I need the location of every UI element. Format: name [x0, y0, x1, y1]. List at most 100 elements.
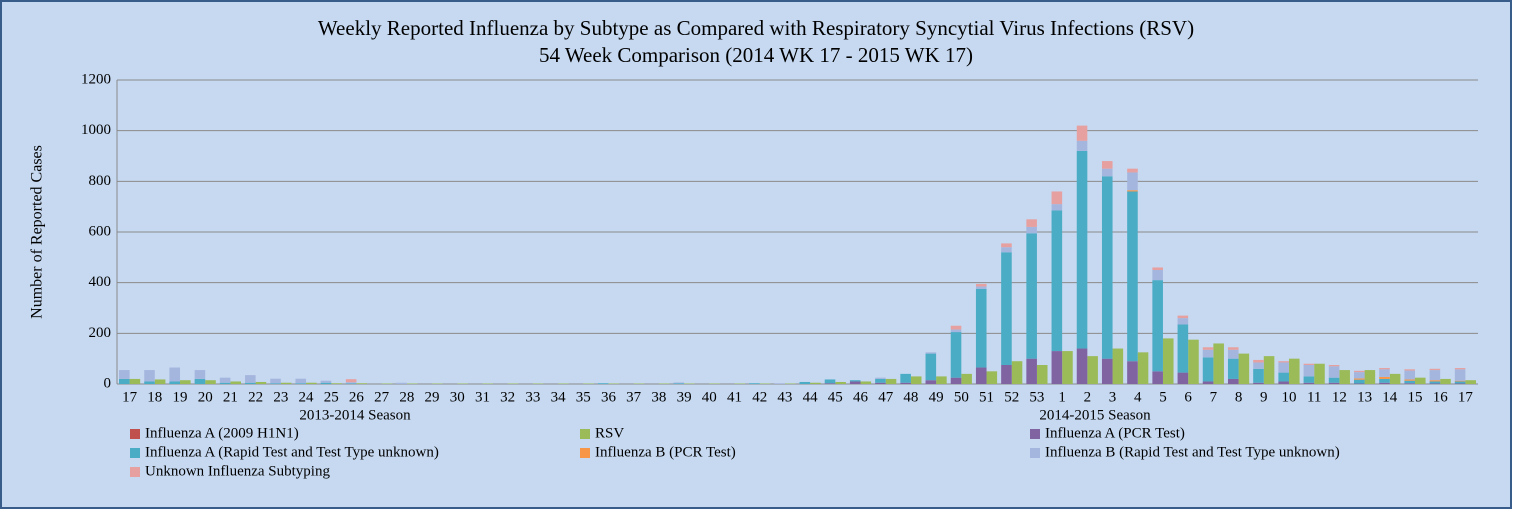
bar-segment [1127, 190, 1138, 192]
bar [1137, 352, 1149, 384]
bar-segment [1404, 370, 1415, 380]
bar-segment [1278, 381, 1289, 384]
season-label: 2014-2015 Season [1039, 407, 1151, 423]
bar [532, 383, 544, 384]
bar-segment [875, 377, 886, 379]
chart-subtitle: 54 Week Comparison (2014 WK 17 - 2015 WK… [539, 43, 973, 67]
bar-segment [1127, 168, 1138, 173]
bar-segment [1227, 378, 1239, 384]
bar-segment [1001, 243, 1012, 248]
bar-segment [345, 383, 357, 384]
bar-segment [1404, 380, 1415, 384]
x-tick-label: 28 [399, 389, 414, 405]
bar-segment [1152, 280, 1163, 372]
bar [406, 383, 418, 384]
x-tick-label: 38 [651, 389, 666, 405]
bar-segment [925, 380, 937, 384]
bar-segment [849, 381, 861, 384]
x-tick-label: 53 [1029, 389, 1044, 405]
bar [936, 376, 947, 384]
y-tick-label: 600 [89, 223, 112, 239]
bar-segment [950, 377, 962, 384]
bar-segment [194, 370, 206, 379]
bar-segment [1001, 365, 1012, 384]
y-tick-label: 200 [89, 325, 112, 341]
bar-segment [1353, 372, 1365, 379]
bar-segment [1404, 369, 1415, 371]
bar-segment [1051, 191, 1063, 205]
x-tick-label: 31 [475, 389, 490, 405]
x-tick-label: 4 [1134, 389, 1142, 405]
bar-segment [1278, 372, 1289, 382]
x-tick-label: 17 [122, 389, 138, 405]
bar-segment [1303, 376, 1315, 383]
x-tick-label: 51 [979, 389, 994, 405]
bar [784, 383, 796, 384]
x-tick-label: 27 [374, 389, 390, 405]
x-tick-label: 5 [1159, 389, 1167, 405]
bar-segment [345, 382, 357, 384]
bar-segment [1026, 219, 1037, 227]
bar-segment [1454, 383, 1466, 384]
x-tick-label: 23 [273, 389, 288, 405]
y-tick-label: 800 [89, 173, 112, 189]
bar-segment [1454, 368, 1466, 370]
x-tick-label: 8 [1235, 389, 1243, 405]
bar-segment [1051, 204, 1063, 211]
bar-segment [1001, 252, 1012, 365]
bar-segment [219, 382, 231, 384]
bar-segment [1177, 318, 1189, 325]
bar-segment [1101, 161, 1113, 169]
bar [658, 383, 670, 384]
bar [1389, 373, 1401, 384]
x-tick-label: 17 [1458, 389, 1474, 405]
bar-segment [1429, 383, 1441, 384]
bar-segment [169, 367, 181, 382]
bar-segment [824, 379, 836, 384]
x-tick-label: 12 [1332, 389, 1347, 405]
bar-segment [1227, 347, 1239, 350]
bar [1213, 343, 1224, 384]
bar-segment [1379, 369, 1390, 377]
x-tick-label: 45 [828, 389, 843, 405]
bar-segment [1303, 363, 1315, 365]
legend-swatch [130, 448, 140, 458]
bar-segment [169, 381, 181, 384]
bar-segment [1076, 140, 1088, 151]
x-tick-label: 1 [1058, 389, 1066, 405]
bar [885, 378, 897, 384]
bar [331, 383, 342, 384]
bar [154, 379, 166, 384]
bar [230, 381, 242, 384]
x-tick-label: 9 [1260, 389, 1268, 405]
bar-segment [396, 382, 407, 384]
bar-segment [1227, 358, 1239, 379]
x-tick-label: 6 [1184, 389, 1192, 405]
x-tick-label: 47 [878, 389, 894, 405]
bar-segment [1001, 247, 1012, 253]
bar-segment [824, 383, 836, 384]
x-tick-label: 37 [626, 389, 642, 405]
bar-segment [1177, 372, 1189, 384]
bar-segment [673, 383, 685, 384]
bar-segment [1076, 150, 1088, 349]
bar-segment [1026, 226, 1037, 234]
bar-segment [950, 332, 962, 378]
bar-segment [1303, 382, 1315, 384]
bar [583, 383, 594, 384]
bar-segment [144, 381, 155, 384]
bar-segment [1101, 168, 1113, 177]
x-tick-label: 36 [601, 389, 617, 405]
bar [810, 382, 821, 384]
y-tick-label: 400 [89, 274, 112, 290]
x-tick-label: 11 [1307, 389, 1321, 405]
x-tick-label: 42 [752, 389, 767, 405]
bar [1238, 353, 1250, 384]
bar [1036, 365, 1048, 384]
bar-segment [950, 325, 962, 330]
bar [432, 383, 443, 384]
bar-segment [1328, 377, 1340, 383]
bar-segment [1328, 366, 1340, 378]
bar-segment [1253, 362, 1264, 369]
